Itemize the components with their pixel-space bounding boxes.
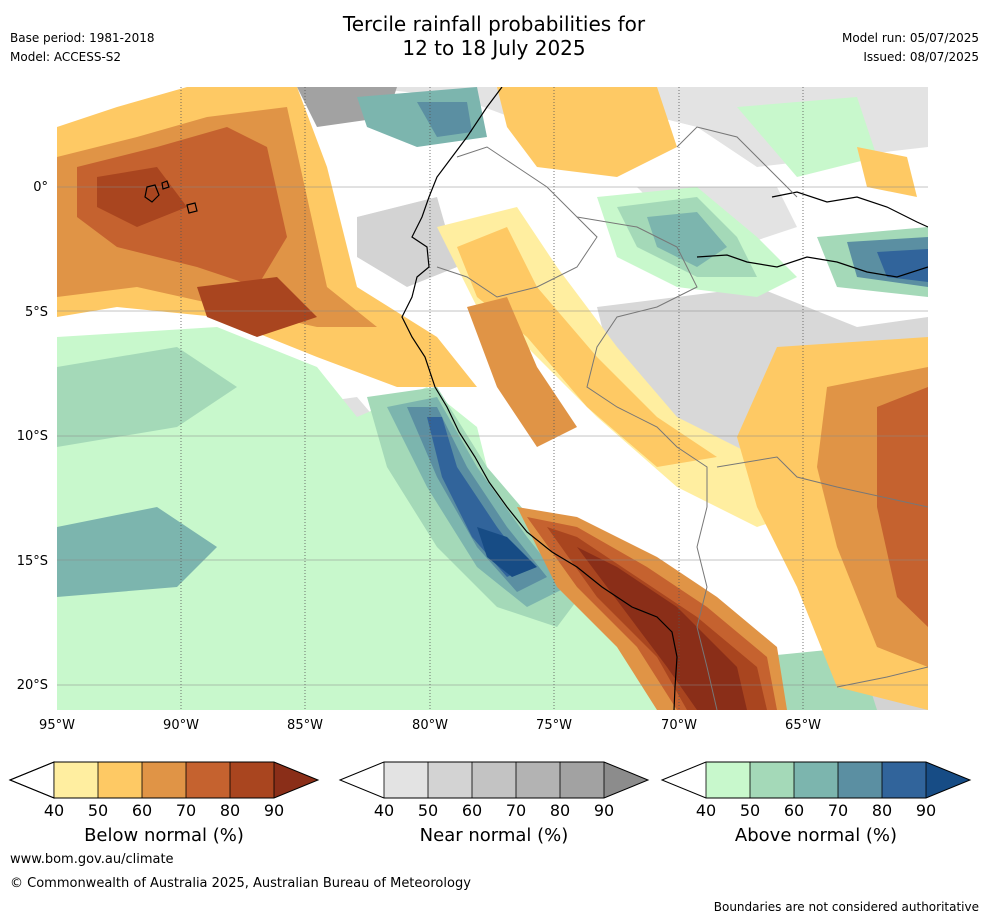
probability-fields: [57, 87, 928, 710]
colorbar-near-swatch-1: [428, 762, 472, 798]
grid-lines: [57, 87, 928, 710]
lon-label-90w: 90°W: [163, 718, 199, 733]
below-normal-areas: [57, 87, 928, 710]
colorbar-above: [660, 761, 972, 799]
colorbar-above-swatch-5: [926, 762, 970, 798]
lon-label-80w: 80°W: [412, 718, 448, 733]
cb-above-tick-90: 90: [915, 801, 937, 820]
cb-below-tick-60: 60: [131, 801, 153, 820]
colorbar-below-swatch-5: [274, 762, 318, 798]
colorbar-above-swatch-2: [794, 762, 838, 798]
cb-near-tick-60: 60: [461, 801, 483, 820]
cb-above-tick-70: 70: [827, 801, 849, 820]
cb-below-tick-80: 80: [219, 801, 241, 820]
footer-note: Boundaries are not considered authoritat…: [713, 900, 979, 914]
cb-above-tick-40: 40: [695, 801, 717, 820]
footer-copyright: © Commonwealth of Australia 2025, Austra…: [10, 876, 471, 891]
lat-label-5s: 5°S: [24, 305, 48, 320]
colorbar-below-swatch-3: [186, 762, 230, 798]
cb-below-tick-40: 40: [43, 801, 65, 820]
meta-left: Base period: 1981-2018 Model: ACCESS-S2: [10, 31, 155, 64]
colorbar-near-swatch-0: [384, 762, 428, 798]
colorbars: [8, 761, 972, 799]
footer-url: www.bom.gov.au/climate: [10, 852, 174, 867]
map-title-line1: Tercile rainfall probabilities for: [342, 12, 646, 36]
colorbar-near-title: Near normal (%): [419, 825, 569, 846]
colorbar-below-swatch-2: [142, 762, 186, 798]
lon-label-75w: 75°W: [536, 718, 572, 733]
cb-below-tick-70: 70: [175, 801, 197, 820]
model-run-text: Model run: 05/07/2025: [841, 31, 979, 45]
colorbar-near-swatch-2: [472, 762, 516, 798]
cb-above-tick-80: 80: [871, 801, 893, 820]
lat-label-10s: 10°S: [16, 429, 48, 444]
cb-near-tick-70: 70: [505, 801, 527, 820]
cb-near-tick-90: 90: [593, 801, 615, 820]
colorbar-above-title: Above normal (%): [734, 825, 898, 846]
lon-label-65w: 65°W: [785, 718, 821, 733]
cb-below-tick-50: 50: [87, 801, 109, 820]
issued-text: Issued: 08/07/2025: [863, 50, 979, 64]
above-normal-areas: [57, 87, 928, 710]
cb-below-tick-90: 90: [263, 801, 285, 820]
map-title-line2: 12 to 18 July 2025: [402, 36, 586, 60]
lat-label-20s: 20°S: [16, 678, 48, 693]
colorbar-near-swatch-5: [604, 762, 648, 798]
cb-above-tick-60: 60: [783, 801, 805, 820]
cb-near-tick-80: 80: [549, 801, 571, 820]
cb-near-tick-50: 50: [417, 801, 439, 820]
model-text: Model: ACCESS-S2: [10, 50, 122, 64]
cb-above-tick-50: 50: [739, 801, 761, 820]
lon-label-70w: 70°W: [661, 718, 697, 733]
colorbar-above-swatch-0: [706, 762, 750, 798]
colorbar-above-swatch-4: [882, 762, 926, 798]
colorbar-below-swatch-4: [230, 762, 274, 798]
meta-right: Model run: 05/07/2025 Issued: 08/07/2025: [842, 31, 979, 64]
colorbar-above-swatch-1: [750, 762, 794, 798]
colorbar-below-swatch-1: [98, 762, 142, 798]
colorbar-below: [8, 761, 320, 799]
rainfall-probability-map: [57, 87, 928, 710]
cb-near-tick-40: 40: [373, 801, 395, 820]
coastline: [144, 87, 928, 710]
lon-label-95w: 95°W: [39, 718, 75, 733]
colorbar-above-swatch-3: [838, 762, 882, 798]
colorbar-near-swatch-4: [560, 762, 604, 798]
lat-label-15s: 15°S: [16, 554, 48, 569]
lat-label-0: 0°: [33, 180, 48, 195]
lon-label-85w: 85°W: [287, 718, 323, 733]
country-borders: [436, 126, 928, 710]
colorbar-near: [338, 761, 650, 799]
base-period-text: Base period: 1981-2018: [10, 31, 155, 45]
map-title: Tercile rainfall probabilities for 12 to…: [0, 12, 988, 60]
colorbar-below-swatch-0: [54, 762, 98, 798]
colorbar-below-title: Below normal (%): [84, 825, 244, 846]
colorbar-near-swatch-3: [516, 762, 560, 798]
